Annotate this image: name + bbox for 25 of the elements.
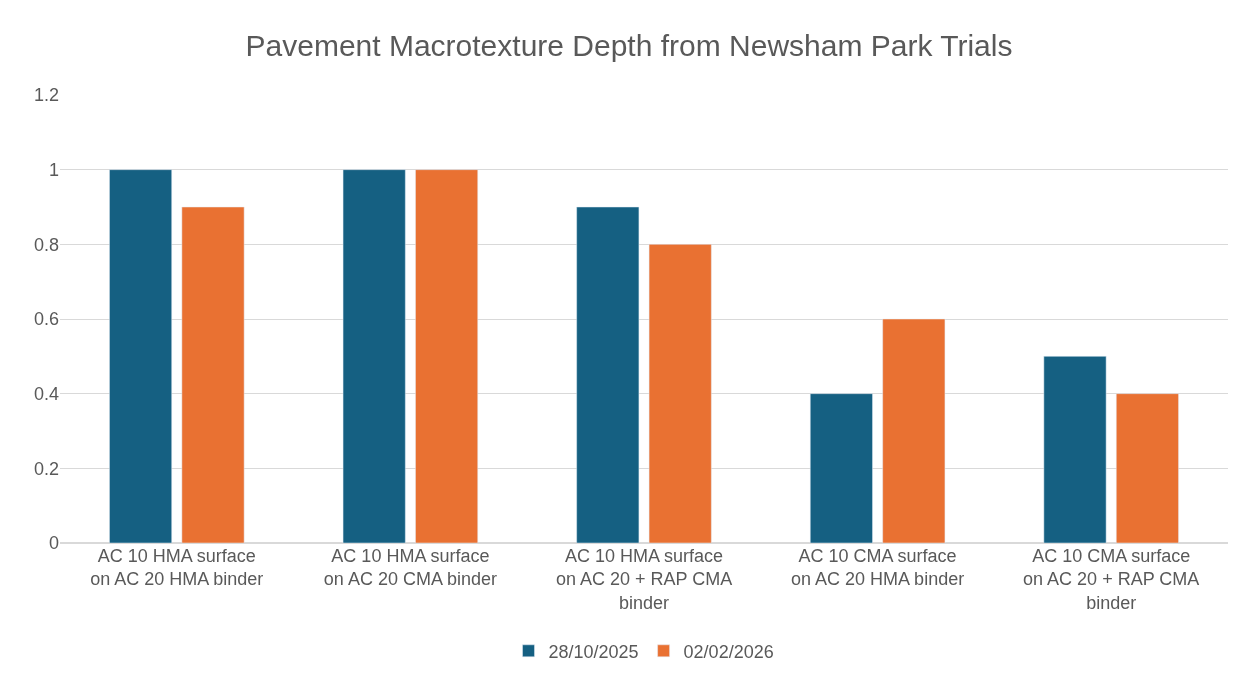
bar bbox=[648, 244, 712, 543]
bar bbox=[882, 318, 946, 543]
bar bbox=[1043, 356, 1107, 543]
y-tick-label: 0.6 bbox=[33, 309, 59, 330]
bar bbox=[1116, 393, 1179, 543]
x-tick-label: AC 10 HMA surface on AC 20 CMA binder bbox=[323, 546, 497, 590]
y-tick-label: 0.4 bbox=[33, 383, 59, 404]
legend-label: 02/02/2026 bbox=[683, 641, 774, 662]
bar bbox=[810, 393, 873, 543]
y-tick-label: 0.2 bbox=[33, 458, 59, 479]
bar bbox=[181, 206, 245, 543]
bar bbox=[109, 169, 172, 543]
y-tick-label: 1 bbox=[48, 159, 59, 180]
x-tick-label: AC 10 CMA surface on AC 20 HMA binder bbox=[791, 546, 965, 590]
bar bbox=[342, 169, 406, 543]
x-tick-label: AC 10 HMA surface on AC 20 HMA binder bbox=[90, 546, 264, 590]
legend-label: 28/10/2025 bbox=[548, 641, 639, 662]
y-tick-label: 0.8 bbox=[33, 234, 59, 255]
bar bbox=[415, 169, 478, 543]
y-tick-label: 0 bbox=[48, 533, 59, 554]
chart-title: Pavement Macrotexture Depth from Newsham Park Trials bbox=[245, 28, 1013, 62]
y-tick-label: 1.2 bbox=[33, 85, 59, 106]
x-tick-label: AC 10 HMA surface on AC 20 + RAP CMA binder bbox=[555, 546, 733, 613]
bar bbox=[576, 206, 640, 543]
x-tick-label: AC 10 CMA surface on AC 20 + RAP CMA binder bbox=[1023, 546, 1200, 613]
